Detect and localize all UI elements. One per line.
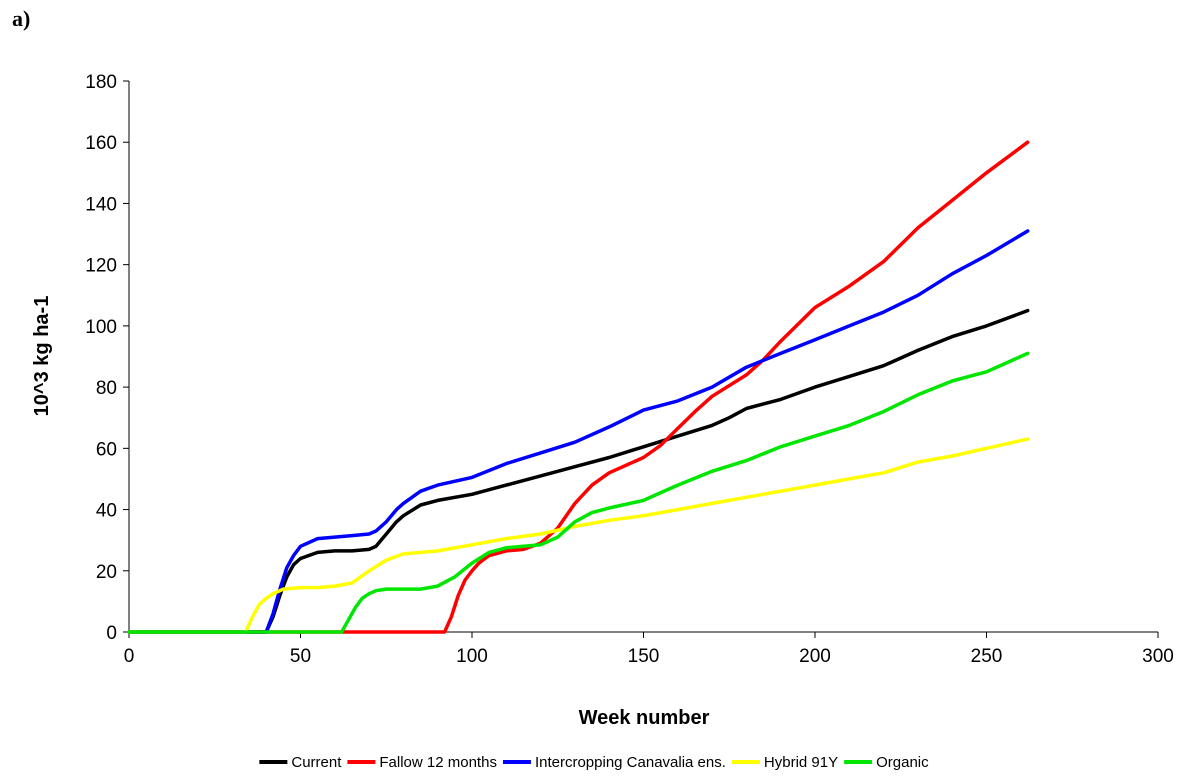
x-tick-label: 0	[124, 646, 135, 667]
x-tick-label: 250	[971, 646, 1003, 667]
y-tick-label: 0	[106, 623, 117, 644]
series-line-3	[129, 439, 1028, 632]
x-tick-label: 50	[290, 646, 311, 667]
legend: Current Fallow 12 months Intercropping Can…	[259, 754, 929, 771]
legend-label-1: Fallow 12 months	[379, 754, 497, 771]
x-tick-label: 200	[799, 646, 831, 667]
series-line-4	[129, 353, 1028, 632]
legend-label-2: Intercropping Canavalia ens.	[535, 754, 726, 771]
legend-label-3: Hybrid 91Y	[764, 754, 838, 771]
y-tick-label: 60	[96, 439, 117, 460]
y-tick-label: 80	[96, 378, 117, 399]
x-axis-title: Week number	[579, 707, 710, 729]
x-tick-label: 300	[1142, 646, 1174, 667]
x-tick-label: 150	[628, 646, 660, 667]
y-tick-label: 120	[85, 256, 117, 277]
y-tick-label: 40	[96, 501, 117, 522]
series-line-1	[129, 142, 1028, 632]
y-tick-label: 100	[85, 317, 117, 338]
y-tick-label: 140	[85, 194, 117, 215]
x-tick-label: 100	[456, 646, 488, 667]
y-tick-label: 180	[85, 72, 117, 93]
series-layer	[129, 142, 1028, 632]
y-axis-title: 10^3 kg ha-1	[31, 296, 53, 417]
legend-label-4: Organic	[876, 754, 929, 771]
legend-label-0: Current	[291, 754, 342, 771]
series-line-2	[129, 231, 1028, 632]
y-tick-label: 160	[85, 133, 117, 154]
axes: 0 20 40 60 80 100 120 140 160 180 0 50 100 150 200 250 3…	[85, 72, 1174, 667]
y-tick-label: 20	[96, 562, 117, 583]
